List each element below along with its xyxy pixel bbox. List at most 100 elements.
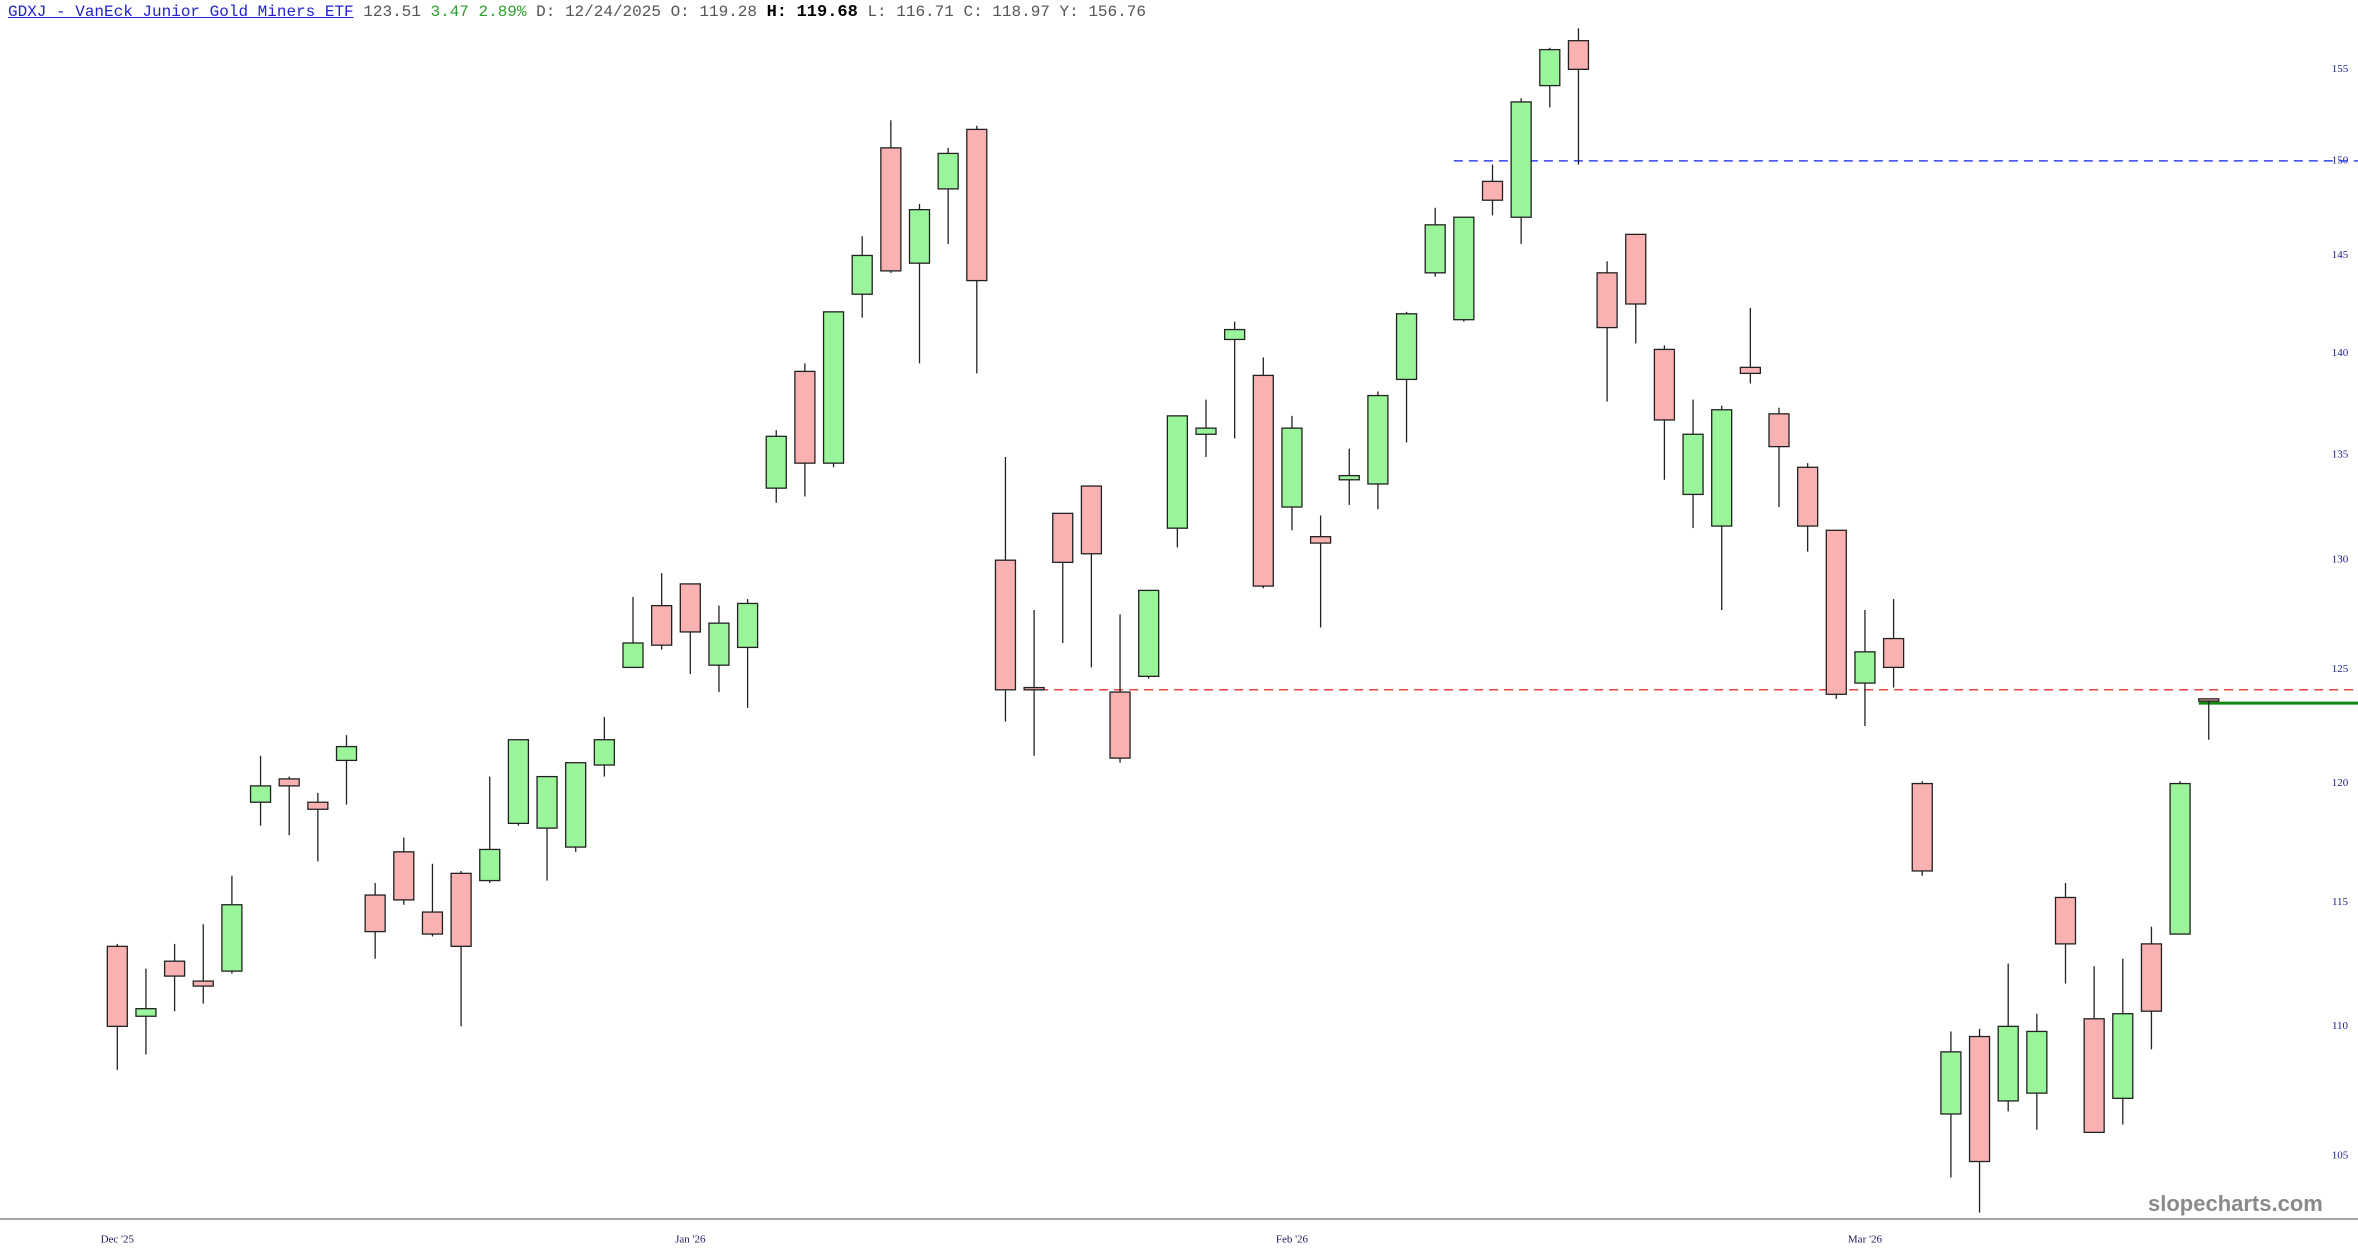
candle-body <box>2198 698 2220 702</box>
candle-body <box>1968 1035 1991 1163</box>
candle-body <box>1224 328 1246 341</box>
candle-body <box>1281 427 1303 508</box>
candle-body <box>1481 180 1504 201</box>
candle-body <box>393 851 415 901</box>
candle-body <box>421 911 444 935</box>
candle-body <box>794 370 816 464</box>
candle-body <box>622 642 644 669</box>
change: 3.47 <box>430 3 469 21</box>
y-tick-label: 115 <box>2332 896 2349 908</box>
watermark: slopecharts.com <box>2148 1191 2323 1216</box>
change-pct: 2.89% <box>478 3 527 21</box>
candle-body <box>536 775 558 829</box>
candle-body <box>1080 485 1103 555</box>
y-tick-label: 110 <box>2332 1020 2349 1032</box>
candle-body <box>1052 512 1074 563</box>
field-value: 118.97 <box>992 3 1050 21</box>
candle-body <box>2083 1018 2105 1134</box>
field-value: 12/24/2025 <box>564 3 661 21</box>
candle-body <box>679 583 701 633</box>
candle-body <box>1453 216 1475 321</box>
candle-body <box>192 980 214 987</box>
field-label: L: <box>867 3 887 21</box>
field-value: 156.76 <box>1088 3 1146 21</box>
candle-body <box>2026 1030 2048 1094</box>
x-tick-label: Dec '25 <box>101 1234 135 1246</box>
field-label: C: <box>963 3 983 21</box>
candle-body <box>593 739 615 766</box>
candle-body <box>2169 782 2191 935</box>
candle-body <box>1682 433 1704 496</box>
fields: D: 12/24/2025 O: 119.28 H: 119.68 L: 116… <box>527 3 1146 22</box>
x-tick-label: Mar '26 <box>1848 1234 1883 1246</box>
candle-body <box>1768 413 1790 448</box>
candle-body <box>1653 348 1676 421</box>
candle-body <box>1395 313 1418 381</box>
candle-body <box>994 559 1017 691</box>
x-tick-label: Jan '26 <box>675 1234 706 1246</box>
field-value: 119.28 <box>699 3 757 21</box>
candle-body <box>1510 101 1532 218</box>
candle-body <box>2140 943 2163 1012</box>
candle-body <box>1166 415 1188 529</box>
candle-body <box>163 960 186 977</box>
candle-body <box>2112 1013 2134 1099</box>
candle-body <box>708 622 730 666</box>
candle-body <box>249 785 272 803</box>
candle-body <box>1309 536 1332 544</box>
candle-body <box>1596 272 1618 329</box>
candle-body <box>765 435 787 489</box>
candle-body <box>851 254 873 295</box>
x-tick-label: Feb '26 <box>1276 1234 1309 1246</box>
candle-body <box>335 745 358 762</box>
y-tick-label: 105 <box>2332 1150 2349 1162</box>
candle-body <box>1854 651 1876 684</box>
field-label: D: <box>536 3 556 21</box>
symbol-link[interactable]: GDXJ - VanEck Junior Gold Miners ETF <box>8 3 354 21</box>
candle-body <box>1625 233 1647 305</box>
candle-body <box>1424 224 1446 274</box>
candle-body <box>106 945 128 1028</box>
candle-body <box>1338 474 1360 481</box>
candle-body <box>1825 529 1847 695</box>
candle-body <box>966 128 988 282</box>
y-tick-label: 145 <box>2332 249 2349 261</box>
candle-body <box>1252 374 1274 587</box>
candle-body <box>1023 686 1045 691</box>
candle-body <box>1797 466 1819 527</box>
candle-body <box>450 872 472 948</box>
candle-body <box>1911 782 1933 872</box>
candle-body <box>736 602 759 649</box>
y-tick-label: 125 <box>2332 663 2349 675</box>
header: GDXJ - VanEck Junior Gold Miners ETF 123… <box>8 3 1146 22</box>
field-value: 116.71 <box>896 3 954 21</box>
candle-body <box>1109 691 1131 759</box>
candle-body <box>1138 589 1160 677</box>
candle-body <box>1940 1051 1962 1115</box>
candle-body <box>507 739 530 825</box>
candle-body <box>307 801 329 810</box>
candle-body <box>278 778 300 787</box>
field-label: O: <box>670 3 690 21</box>
candle-body <box>908 208 931 264</box>
candle-body <box>880 147 902 272</box>
candle-body <box>364 894 386 933</box>
candle-body <box>1711 409 1733 527</box>
candle-body <box>1739 366 1761 375</box>
last-price: 123.51 <box>363 3 421 21</box>
candle-body <box>1882 637 1905 669</box>
y-tick-label: 140 <box>2332 347 2349 359</box>
candle-body <box>1539 48 1561 87</box>
y-tick-label: 155 <box>2332 63 2349 75</box>
y-tick-label: 130 <box>2332 554 2349 566</box>
field-value: 119.68 <box>796 3 858 22</box>
candle-body <box>135 1008 157 1017</box>
candle-body <box>1195 427 1217 435</box>
candle-body <box>565 762 587 848</box>
candle-body <box>1567 40 1590 70</box>
candle-body <box>822 311 845 464</box>
candle-body <box>651 604 673 646</box>
candle-body <box>937 152 959 190</box>
